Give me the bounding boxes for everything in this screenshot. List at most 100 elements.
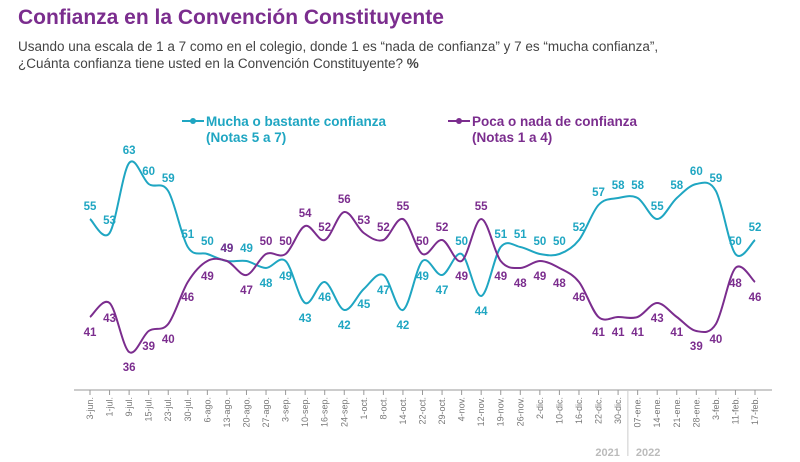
- data-label-poca: 48: [553, 278, 566, 290]
- legend-poca-label: Poca o nada de confianza: [472, 114, 638, 129]
- data-label-poca: 36: [123, 362, 136, 374]
- data-label-mucha: 49: [416, 271, 429, 283]
- x-tick-label: 07-ene.: [633, 397, 643, 428]
- x-tick-label: 8-oct.: [378, 397, 388, 420]
- data-label-mucha: 50: [729, 236, 742, 248]
- x-tick-label: 6-ago.: [202, 397, 212, 423]
- year-label-2021: 2021: [595, 447, 619, 459]
- data-label-mucha: 50: [553, 236, 566, 248]
- data-label-mucha: 50: [455, 236, 468, 248]
- chart-title: Confianza en la Convención Constituyente: [18, 6, 444, 29]
- data-label-mucha: 42: [397, 320, 410, 332]
- data-label-mucha: 52: [573, 222, 586, 234]
- x-tick-label: 27-ago.: [261, 397, 271, 428]
- x-tick-label: 16-dic.: [574, 397, 584, 424]
- data-label-mucha: 58: [631, 180, 644, 192]
- data-label-poca: 39: [690, 341, 703, 353]
- x-tick-label: 28-ene.: [691, 397, 701, 428]
- x-tick-label: 11-feb.: [730, 397, 740, 424]
- data-label-poca: 49: [494, 271, 507, 283]
- data-label-mucha: 59: [162, 173, 175, 185]
- data-label-poca: 48: [729, 278, 742, 290]
- data-label-poca: 41: [670, 327, 683, 339]
- subtitle-line-2: ¿Cuánta confianza tiene usted en la Conv…: [18, 56, 404, 71]
- x-tick-label: 3-jun.: [85, 397, 95, 420]
- x-tick-label: 22-oct.: [418, 397, 428, 425]
- data-label-poca: 46: [573, 292, 586, 304]
- data-label-mucha: 55: [651, 201, 664, 213]
- data-label-mucha: 51: [181, 229, 194, 241]
- x-tick-label: 30-dic.: [613, 397, 623, 424]
- data-label-poca: 52: [436, 222, 449, 234]
- data-label-poca: 40: [709, 334, 722, 346]
- data-label-poca: 47: [240, 285, 253, 297]
- data-label-poca: 43: [103, 313, 116, 325]
- data-label-poca: 39: [142, 341, 155, 353]
- data-label-mucha: 58: [612, 180, 625, 192]
- data-label-poca: 53: [357, 215, 370, 227]
- x-tick-label: 23-jul.: [163, 397, 173, 422]
- subtitle-line-1: Usando una escala de 1 a 7 como en el co…: [18, 39, 659, 54]
- x-tick-label: 19-nov.: [496, 397, 506, 426]
- x-tick-label: 3-sep.: [281, 397, 291, 422]
- x-tick-label: 14-ene.: [652, 397, 662, 428]
- x-tick-label: 4-nov.: [457, 397, 467, 421]
- data-label-mucha: 47: [377, 285, 390, 297]
- data-label-poca: 40: [162, 334, 175, 346]
- subtitle-unit: %: [406, 56, 419, 71]
- x-tick-label: 14-oct.: [398, 397, 408, 425]
- data-label-poca: 46: [749, 292, 762, 304]
- data-label-mucha: 49: [279, 271, 292, 283]
- data-label-poca: 49: [533, 271, 546, 283]
- data-label-mucha: 63: [123, 145, 136, 157]
- data-label-mucha: 52: [749, 222, 762, 234]
- series-line-poca: [89, 211, 756, 354]
- data-label-mucha: 60: [690, 166, 703, 178]
- data-label-poca: 49: [455, 271, 468, 283]
- legend-poca-marker: [448, 118, 470, 124]
- data-label-mucha: 48: [260, 278, 273, 290]
- data-label-mucha: 58: [670, 180, 683, 192]
- data-label-poca: 48: [514, 278, 527, 290]
- legend-mucha-label: Mucha o bastante confianza: [206, 114, 387, 129]
- data-label-mucha: 57: [592, 187, 605, 199]
- data-label-poca: 49: [221, 243, 234, 255]
- data-label-poca: 50: [260, 236, 273, 248]
- x-tick-label: 17-feb.: [750, 397, 760, 425]
- data-label-poca: 54: [299, 208, 312, 220]
- x-tick-label: 2-dic.: [535, 397, 545, 419]
- x-tick-label: 9-jul.: [124, 397, 134, 417]
- data-label-poca: 55: [475, 201, 488, 213]
- data-label-mucha: 44: [475, 306, 488, 318]
- data-label-poca: 41: [592, 327, 605, 339]
- data-label-poca: 56: [338, 194, 351, 206]
- x-tick-label: 26-nov.: [515, 397, 525, 426]
- x-tick-label: 16-sep.: [320, 397, 330, 427]
- x-tick-label: 24-sep.: [339, 397, 349, 427]
- data-label-mucha: 50: [533, 236, 546, 248]
- x-tick-label: 1-jul.: [105, 397, 115, 417]
- data-label-poca: 50: [416, 236, 429, 248]
- legend-mucha-sublabel: (Notas 5 a 7): [206, 130, 287, 145]
- legend-mucha-marker: [182, 118, 204, 124]
- data-label-mucha: 60: [142, 166, 155, 178]
- data-label-mucha: 55: [84, 201, 97, 213]
- data-label-poca: 52: [318, 222, 331, 234]
- x-tick-label: 10-dic.: [554, 397, 564, 424]
- x-tick-label: 21-ene.: [672, 397, 682, 428]
- x-tick-label: 20-ago.: [241, 397, 251, 428]
- data-label-poca: 50: [279, 236, 292, 248]
- data-label-mucha: 51: [514, 229, 527, 241]
- x-tick-label: 15-jul.: [144, 397, 154, 422]
- data-label-mucha: 50: [201, 236, 214, 248]
- data-label-mucha: 43: [299, 313, 312, 325]
- data-label-poca: 46: [181, 292, 194, 304]
- data-label-poca: 52: [377, 222, 390, 234]
- data-label-mucha: 53: [103, 215, 116, 227]
- chart-subtitle: Usando una escala de 1 a 7 como en el co…: [18, 38, 788, 72]
- data-label-mucha: 59: [709, 173, 722, 185]
- legend-poca-sublabel: (Notas 1 a 4): [472, 130, 553, 145]
- x-tick-label: 30-jul.: [183, 397, 193, 422]
- x-tick-label: 1-oct.: [359, 397, 369, 420]
